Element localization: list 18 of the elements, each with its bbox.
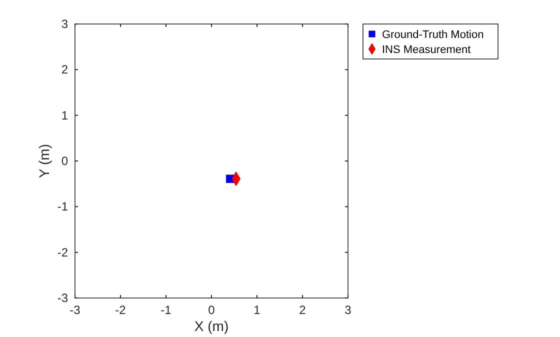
y-tick-label: 3 (61, 17, 68, 31)
x-tick-label: 1 (254, 303, 261, 317)
x-tick-label: -1 (160, 303, 172, 317)
legend-label: INS Measurement (382, 44, 471, 56)
x-tick-label: 0 (208, 303, 216, 317)
x-tick-label: 3 (344, 303, 352, 317)
y-tick-label: -1 (57, 200, 68, 214)
x-tick-label: 2 (299, 303, 306, 317)
y-tick-label: 0 (61, 154, 68, 168)
x-tick-label: -3 (70, 303, 81, 317)
y-tick-label: 1 (61, 108, 68, 122)
y-tick-label: -3 (57, 291, 68, 305)
y-tick-label: 2 (61, 62, 68, 77)
legend-label: Ground-Truth Motion (382, 29, 484, 41)
y-tick-label: -2 (57, 245, 68, 260)
x-tick-label: -2 (115, 303, 126, 317)
y-axis-title: Y (m) (36, 144, 52, 178)
x-axis-title: X (m) (194, 318, 229, 334)
